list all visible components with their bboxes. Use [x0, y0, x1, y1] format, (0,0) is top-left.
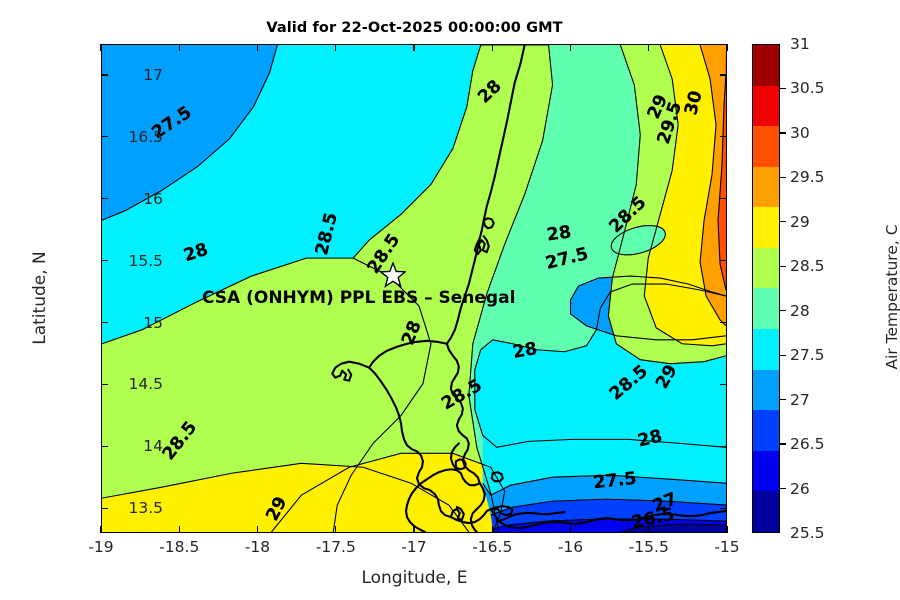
figure-title: Valid for 22-Oct-2025 00:00:00 GMT: [266, 20, 563, 36]
x-tick-5: [491, 526, 493, 533]
y-tick-3: [101, 321, 108, 324]
colorbar-tick-8: [780, 176, 786, 178]
x-tick-5: [491, 44, 493, 51]
x-tick-label-0: -19: [88, 538, 114, 556]
y-tick-6: [720, 136, 727, 138]
x-tick-8: [726, 526, 728, 533]
colorbar-band-10: [753, 450, 779, 492]
y-tick-2: [101, 383, 108, 386]
colorbar-tick-5: [780, 310, 786, 312]
y-tick-label-5: 16: [143, 189, 163, 208]
colorbar-band-6: [753, 288, 779, 330]
y-tick-2: [720, 383, 727, 386]
x-tick-label-5: -16.5: [472, 538, 513, 556]
colorbar-tick-1: [780, 487, 786, 490]
contour-label-28-11: 28: [545, 222, 573, 247]
contour-label-27.5-16: 27.5: [592, 468, 638, 493]
y-tick-1: [720, 445, 727, 447]
colorbar-tick-label-1: 26: [790, 479, 810, 498]
y-tick-0: [720, 507, 727, 509]
colorbar-band-2: [753, 126, 779, 167]
colorbar[interactable]: [752, 44, 780, 533]
x-tick-1: [178, 44, 180, 51]
colorbar-tick-6: [780, 265, 786, 267]
y-tick-label-7: 17: [143, 65, 163, 84]
y-tick-5: [101, 198, 108, 200]
x-tick-4: [413, 526, 415, 533]
y-tick-label-1: 14: [143, 437, 163, 456]
y-tick-7: [101, 74, 108, 76]
x-tick-7: [648, 44, 650, 51]
x-tick-label-6: -16: [557, 538, 584, 556]
colorbar-tick-7: [780, 221, 786, 223]
colorbar-band-9: [753, 410, 779, 451]
y-tick-7: [720, 74, 727, 76]
y-tick-label-3: 15: [143, 313, 163, 332]
colorbar-tick-label-10: 30.5: [790, 79, 825, 98]
x-tick-6: [569, 526, 572, 533]
x-tick-0: [100, 526, 102, 533]
colorbar-tick-label-4: 27.5: [790, 346, 825, 365]
colorbar-tick-3: [780, 398, 786, 401]
colorbar-tick-label-6: 28.5: [790, 257, 825, 276]
y-tick-label-4: 15.5: [128, 251, 163, 270]
colorbar-title: Air Temperature, C: [883, 224, 900, 370]
x-tick-label-4: -17: [401, 538, 427, 556]
x-tick-2: [256, 44, 259, 51]
x-tick-label-2: -18: [244, 538, 271, 556]
contour-label-28-9: 28: [510, 338, 539, 363]
colorbar-tick-4: [780, 354, 786, 356]
colorbar-band-4: [753, 207, 779, 248]
colorbar-tick-label-5: 28: [790, 301, 810, 320]
x-tick-label-7: -15.5: [628, 538, 669, 556]
colorbar-tick-9: [780, 132, 786, 134]
colorbar-tick-label-8: 29.5: [790, 168, 825, 187]
y-tick-0: [101, 507, 108, 509]
contour-field: [102, 45, 726, 532]
colorbar-band-1: [753, 85, 779, 127]
y-tick-3: [720, 321, 727, 324]
colorbar-band-0: [753, 45, 779, 86]
colorbar-tick-10: [780, 87, 786, 90]
colorbar-tick-2: [780, 443, 786, 445]
x-tick-6: [569, 44, 572, 51]
x-tick-0: [100, 44, 102, 51]
colorbar-tick-label-7: 29: [790, 212, 810, 231]
colorbar-band-3: [753, 166, 779, 208]
y-tick-4: [101, 259, 108, 262]
x-tick-label-1: -18.5: [159, 538, 200, 556]
x-tick-4: [413, 44, 415, 51]
colorbar-tick-label-0: 25.5: [790, 524, 825, 542]
y-tick-5: [720, 198, 727, 200]
y-tick-label-2: 14.5: [128, 375, 163, 394]
x-tick-label-8: -15: [714, 538, 740, 556]
x-tick-3: [335, 526, 337, 533]
colorbar-tick-label-11: 31: [790, 35, 810, 53]
station-label: CSA (ONHYM) PPL EBS – Senegal: [202, 288, 516, 308]
colorbar-tick-label-3: 27: [790, 390, 810, 409]
y-tick-4: [720, 259, 727, 262]
colorbar-tick-label-2: 26.5: [790, 435, 825, 454]
y-tick-label-0: 13.5: [128, 499, 163, 518]
x-tick-label-3: -17.5: [315, 538, 356, 556]
x-tick-7: [648, 526, 650, 533]
x-tick-2: [256, 526, 259, 533]
x-tick-1: [178, 526, 180, 533]
y-tick-label-6: 16.5: [128, 127, 163, 146]
x-axis-title: Longitude, E: [361, 568, 468, 588]
x-tick-3: [335, 44, 337, 51]
y-axis-title: Latitude, N: [30, 251, 50, 345]
y-tick-6: [101, 136, 108, 138]
colorbar-tick-label-9: 30: [790, 123, 810, 142]
y-tick-1: [101, 445, 108, 447]
coastline: [331, 45, 726, 532]
contour-plot-area[interactable]: 27.5 28 28.5 29 28.5 28.5 28 28.5 28 28 27.5 28 28.5…: [101, 44, 727, 533]
station-star-icon[interactable]: [380, 262, 406, 288]
colorbar-band-8: [753, 369, 779, 411]
x-tick-8: [726, 44, 728, 51]
colorbar-band-5: [753, 247, 779, 289]
colorbar-band-11: [753, 491, 779, 532]
colorbar-band-7: [753, 329, 779, 370]
